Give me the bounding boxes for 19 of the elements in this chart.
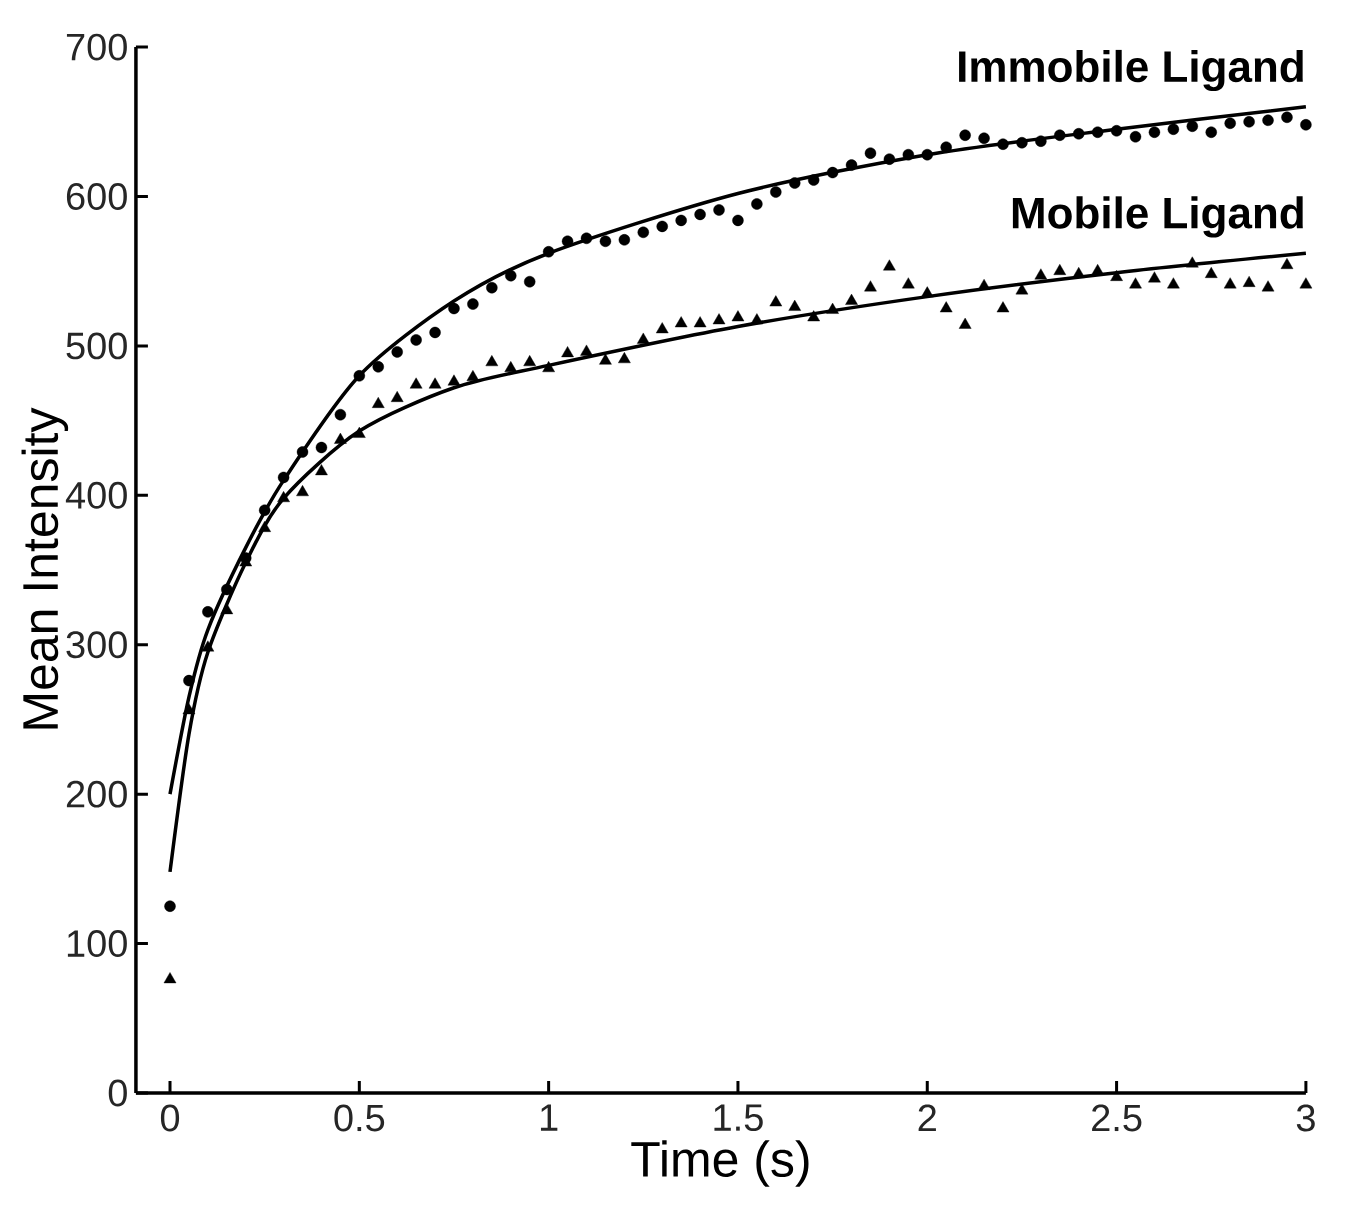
series-label: Mobile Ligand	[1012, 196, 1303, 238]
y-tick-label: 500	[66, 332, 127, 360]
x-tick-label: 2	[918, 1104, 936, 1132]
x-tick-label: 0.5	[334, 1104, 385, 1132]
series-label: Immobile Ligand	[959, 49, 1303, 92]
y-tick-label: 100	[67, 930, 127, 958]
x-axis-title: Time (s)	[631, 1140, 809, 1187]
line-series	[168, 105, 1308, 796]
x-tick-label: 2.5	[1092, 1104, 1142, 1132]
y-tick-label: 0	[108, 1079, 127, 1107]
x-tick-label: 1.5	[714, 1104, 763, 1132]
x-tick-label: 1	[540, 1104, 558, 1131]
y-tick-label: 400	[65, 481, 127, 509]
x-tick-label: 3	[1296, 1104, 1315, 1132]
line-series	[168, 251, 1308, 874]
y-tick-label: 700	[66, 33, 127, 61]
y-tick-label: 200	[66, 780, 127, 808]
x-tick-label: 0	[160, 1104, 180, 1132]
y-tick-label: 600	[66, 183, 127, 210]
